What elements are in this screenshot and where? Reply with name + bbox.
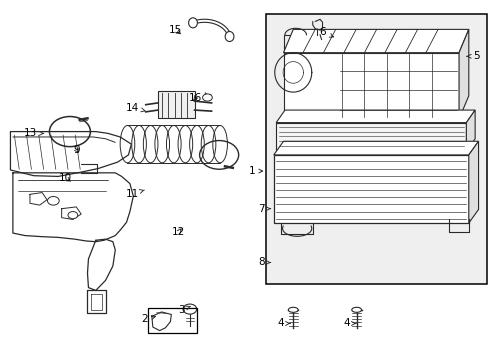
Text: 6: 6 [319, 27, 333, 37]
Ellipse shape [224, 31, 233, 41]
Text: 9: 9 [73, 144, 80, 154]
Text: 5: 5 [466, 51, 478, 61]
Text: 13: 13 [24, 129, 43, 138]
Polygon shape [283, 53, 458, 119]
Polygon shape [158, 91, 194, 118]
Polygon shape [276, 123, 466, 151]
Text: 4: 4 [343, 319, 355, 328]
Polygon shape [468, 141, 478, 223]
Polygon shape [273, 155, 468, 223]
Polygon shape [273, 141, 478, 155]
Ellipse shape [351, 307, 361, 312]
Bar [266, 14, 487, 284]
Text: 7: 7 [258, 204, 270, 214]
Circle shape [183, 304, 196, 314]
Ellipse shape [188, 18, 197, 28]
Circle shape [47, 197, 59, 205]
Circle shape [202, 94, 212, 101]
Text: 14: 14 [125, 103, 145, 113]
Circle shape [68, 212, 78, 219]
Text: 16: 16 [189, 93, 202, 103]
Text: 15: 15 [168, 25, 182, 35]
Text: 12: 12 [172, 227, 185, 237]
Text: 3: 3 [178, 305, 190, 315]
Bar [148, 309, 196, 333]
Polygon shape [283, 30, 468, 53]
Text: 11: 11 [125, 189, 144, 199]
Text: 2: 2 [141, 314, 155, 324]
Text: 1: 1 [248, 166, 262, 176]
Ellipse shape [288, 307, 298, 312]
Text: 8: 8 [258, 257, 270, 267]
Text: 4: 4 [277, 319, 289, 328]
Polygon shape [276, 110, 474, 123]
Polygon shape [466, 110, 474, 151]
Text: 10: 10 [59, 173, 72, 183]
Polygon shape [458, 30, 468, 119]
